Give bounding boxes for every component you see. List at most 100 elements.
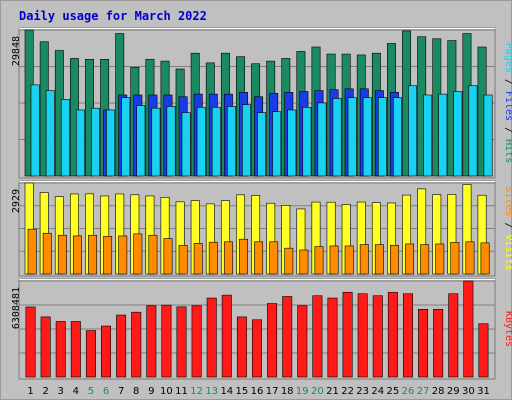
x-tick-label: 8 — [133, 386, 139, 397]
bar-sites-day-4 — [72, 235, 82, 275]
bar-kbytes-day-21 — [327, 297, 338, 378]
bar-sites-day-20 — [314, 246, 324, 275]
bar-sites-day-31 — [480, 242, 490, 275]
bar-sites-day-9 — [148, 234, 158, 275]
y-tick-label: 29848 — [11, 36, 22, 66]
bar-pages-day-29 — [453, 91, 463, 177]
legend-sites: Sites — [503, 186, 512, 216]
bar-sites-day-21 — [329, 245, 339, 275]
x-tick-label: 7 — [118, 386, 124, 397]
bar-pages-day-25 — [393, 97, 402, 177]
bar-kbytes-day-20 — [312, 295, 323, 378]
bar-pages-day-4 — [75, 109, 85, 177]
right-legend: Pages / Files / Hits — [503, 43, 512, 163]
bar-pages-day-14 — [226, 106, 236, 177]
bar-kbytes-day-7 — [116, 314, 127, 378]
bar-kbytes-day-5 — [85, 330, 96, 378]
bar-sites-day-1 — [27, 228, 37, 275]
chart-title: Daily usage for March 2022 — [19, 9, 207, 23]
bar-kbytes-day-4 — [70, 321, 81, 378]
x-tick-label: 21 — [326, 386, 339, 397]
bar-sites-day-25 — [390, 244, 399, 275]
bar-pages-day-13 — [211, 107, 221, 177]
x-tick-label: 5 — [88, 386, 94, 397]
bar-kbytes-day-18 — [282, 296, 293, 378]
x-tick-label: 3 — [58, 386, 64, 397]
bar-pages-day-7 — [121, 97, 131, 177]
bar-sites-day-29 — [450, 242, 460, 275]
bar-sites-day-12 — [193, 243, 203, 275]
bar-kbytes-day-3 — [55, 321, 66, 378]
bar-kbytes-day-31 — [478, 323, 489, 378]
bar-kbytes-day-8 — [131, 311, 142, 378]
bar-kbytes-day-26 — [402, 293, 413, 378]
x-tick-label: 6 — [103, 386, 109, 397]
x-tick-label: 24 — [371, 386, 384, 397]
bar-sites-day-23 — [359, 244, 369, 275]
x-tick-label: 12 — [190, 386, 203, 397]
x-tick-label: 17 — [266, 386, 279, 397]
bar-pages-day-26 — [408, 85, 418, 177]
bar-pages-day-15 — [242, 104, 251, 177]
bar-kbytes-day-22 — [342, 291, 353, 378]
bar-kbytes-day-30 — [463, 280, 474, 378]
bar-kbytes-day-17 — [267, 303, 278, 378]
bar-sites-day-2 — [42, 232, 52, 275]
legend-separator: / — [503, 73, 512, 91]
y-tick-label: 2929 — [11, 189, 22, 213]
x-tick-label: 4 — [73, 386, 79, 397]
bar-sites-day-3 — [57, 234, 67, 275]
x-tick-label: 25 — [387, 386, 400, 397]
x-tick-label: 1 — [27, 386, 33, 397]
bar-pages-day-1 — [30, 84, 40, 177]
bar-sites-day-5 — [88, 234, 97, 275]
bar-pages-day-30 — [468, 85, 478, 177]
x-tick-label: 20 — [311, 386, 324, 397]
bar-pages-day-28 — [438, 93, 448, 177]
right-legend: KBytes — [503, 311, 512, 347]
x-tick-label: 30 — [462, 386, 475, 397]
x-tick-label: 29 — [447, 386, 460, 397]
x-tick-label: 2 — [42, 386, 48, 397]
panel-hits_files_pages: 29848 Pages / Files / Hits — [11, 27, 512, 179]
bar-sites-day-22 — [344, 245, 354, 275]
bar-sites-day-7 — [118, 235, 128, 275]
panel-visits_sites: 2929 Sites / Visits — [11, 180, 512, 277]
x-tick-label: 26 — [402, 386, 415, 397]
bar-kbytes-day-14 — [221, 294, 232, 378]
bar-pages-day-5 — [91, 107, 100, 177]
x-tick-label: 9 — [148, 386, 154, 397]
y-tick-label: 6308481 — [11, 287, 22, 329]
bar-pages-day-31 — [483, 94, 493, 177]
bar-sites-day-19 — [299, 249, 309, 275]
bar-kbytes-day-10 — [161, 304, 172, 378]
bar-pages-day-18 — [287, 109, 297, 177]
x-tick-label: 13 — [205, 386, 218, 397]
bar-kbytes-day-12 — [191, 305, 202, 378]
bar-sites-day-6 — [103, 236, 113, 275]
x-tick-label: 19 — [296, 386, 309, 397]
legend-separator: / — [503, 216, 512, 234]
bar-kbytes-day-19 — [297, 305, 308, 378]
bar-sites-day-26 — [405, 243, 415, 275]
bar-pages-day-6 — [106, 109, 116, 177]
bar-pages-day-21 — [332, 98, 342, 177]
bar-kbytes-day-29 — [448, 293, 459, 378]
bar-kbytes-day-13 — [206, 297, 217, 378]
bar-kbytes-day-27 — [418, 308, 429, 378]
legend-separator: / — [503, 121, 512, 139]
bar-sites-day-27 — [420, 244, 430, 275]
bar-kbytes-day-24 — [372, 295, 383, 378]
bar-kbytes-day-11 — [176, 306, 187, 378]
legend-hits: Hits — [503, 139, 512, 163]
legend-files: Files — [503, 91, 512, 121]
bar-pages-day-17 — [272, 111, 282, 177]
legend-pages: Pages — [503, 43, 512, 73]
bar-sites-day-8 — [133, 233, 143, 275]
bar-sites-day-14 — [223, 241, 233, 275]
bar-pages-day-16 — [257, 112, 267, 177]
bar-pages-day-3 — [60, 99, 70, 177]
bar-kbytes-day-16 — [252, 319, 262, 378]
x-tick-label: 23 — [356, 386, 369, 397]
